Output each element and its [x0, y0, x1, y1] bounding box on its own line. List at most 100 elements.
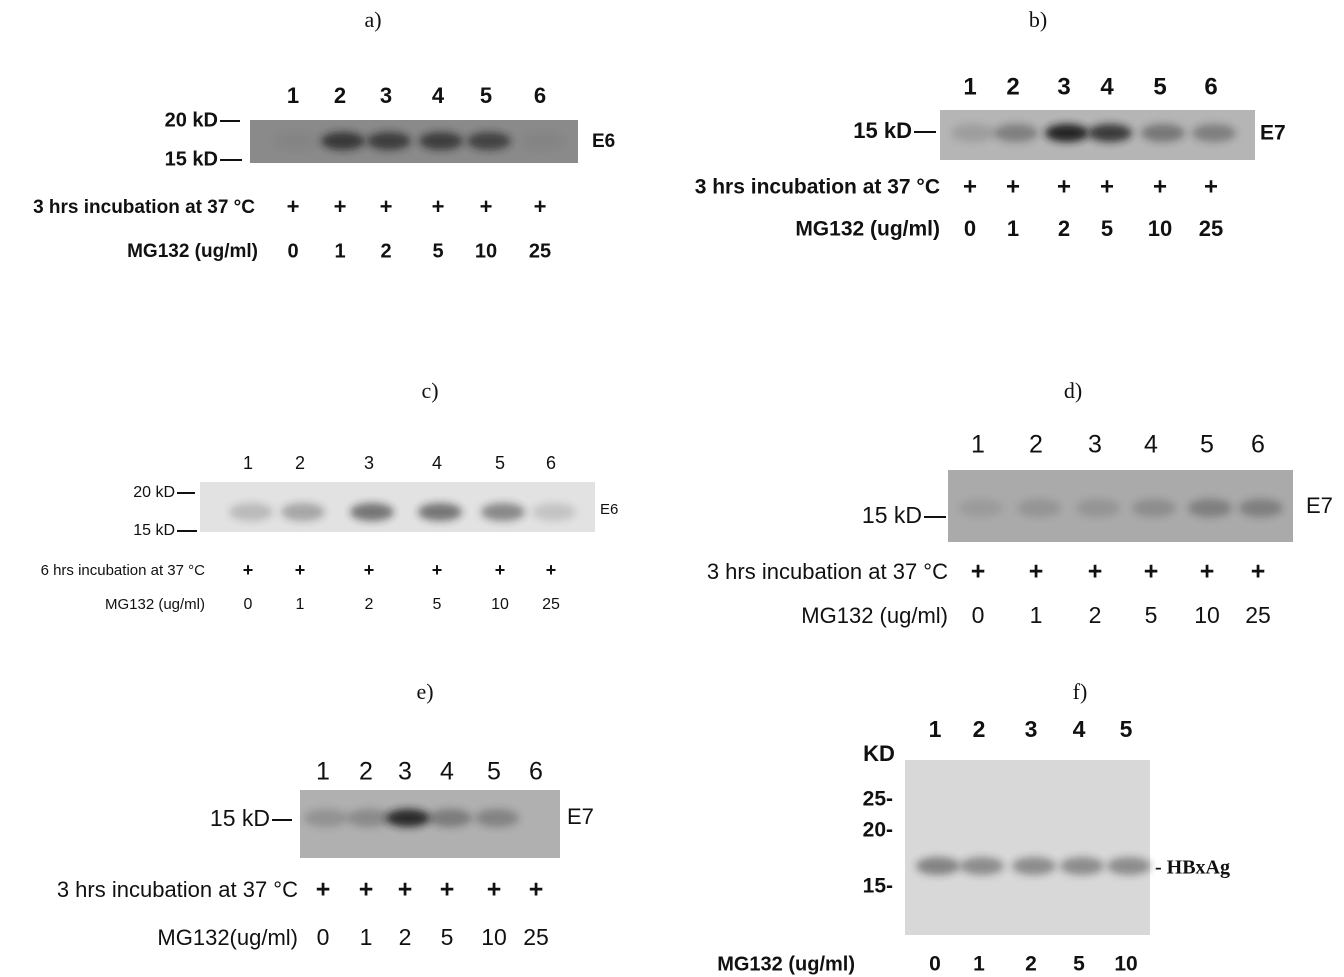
- dose: 1: [1030, 602, 1043, 628]
- lane-number: 1: [963, 73, 976, 100]
- lane-number: 2: [359, 758, 373, 786]
- lane-number: 2: [295, 453, 305, 473]
- lane-number: 4: [1100, 73, 1114, 100]
- dose: 0: [317, 924, 330, 950]
- dose: 0: [929, 953, 941, 976]
- plus-sign: +: [432, 560, 443, 580]
- plus-sign: +: [495, 560, 506, 580]
- dose: 2: [399, 924, 412, 950]
- marker-label: 20 kD: [133, 484, 175, 501]
- lane-number: 5: [480, 83, 492, 108]
- band: [960, 857, 1004, 875]
- band: [521, 132, 565, 150]
- plus-sign: +: [380, 194, 393, 219]
- plus-sign: +: [1088, 558, 1103, 586]
- dose: 10: [481, 924, 507, 950]
- dose: 0: [964, 216, 976, 241]
- protein-label: E7: [1260, 122, 1286, 145]
- treatment-label: MG132 (ug/ml): [127, 241, 258, 262]
- protein-label: E6: [592, 131, 615, 152]
- marker-label: 25-: [863, 788, 893, 811]
- treatment-label: MG132(ug/ml): [157, 925, 298, 950]
- plus-sign: +: [398, 876, 413, 904]
- dose: 1: [296, 596, 305, 613]
- band: [1188, 499, 1232, 517]
- plus-sign: +: [1204, 173, 1218, 200]
- plus-sign: +: [364, 560, 375, 580]
- panel-label: d): [1064, 378, 1082, 403]
- marker-label: 20-: [863, 819, 893, 842]
- plus-sign: +: [295, 560, 306, 580]
- band: [532, 503, 576, 521]
- dose: 10: [475, 240, 497, 262]
- band: [428, 809, 472, 827]
- dose: 5: [1073, 953, 1085, 976]
- lane-number: 6: [1204, 73, 1217, 100]
- plus-sign: +: [1100, 173, 1114, 200]
- lane-number: 5: [487, 758, 501, 786]
- band: [467, 132, 511, 150]
- plus-sign: +: [534, 194, 547, 219]
- marker-label: 20 kD: [165, 109, 218, 131]
- protein-label: E7: [1306, 493, 1333, 518]
- lane-number: 6: [546, 453, 556, 473]
- dose: 10: [1194, 602, 1220, 628]
- band: [1239, 499, 1283, 517]
- marker-label: 15 kD: [133, 522, 175, 539]
- lane-number: 6: [534, 83, 546, 108]
- dose: 10: [1114, 953, 1137, 976]
- incubation-label: 3 hrs incubation at 37 °C: [33, 197, 255, 218]
- dose: 1: [973, 953, 985, 976]
- band: [1017, 499, 1061, 517]
- plus-sign: +: [971, 558, 986, 586]
- band: [1012, 857, 1056, 875]
- lane-number: 3: [380, 83, 392, 108]
- dose: 10: [1148, 216, 1172, 241]
- lane-number: 4: [432, 453, 442, 473]
- dose: 1: [334, 240, 345, 262]
- dose: 0: [244, 596, 253, 613]
- lane-number: 6: [1251, 431, 1265, 459]
- band: [1192, 124, 1236, 142]
- lane-number: 5: [495, 453, 505, 473]
- lane-number: 6: [529, 758, 543, 786]
- lane-number: 4: [440, 758, 454, 786]
- dose: 25: [523, 924, 549, 950]
- band: [1060, 857, 1104, 875]
- plus-sign: +: [529, 876, 544, 904]
- panel-label: a): [364, 7, 381, 32]
- plus-sign: +: [963, 173, 977, 200]
- marker-label: 15 kD: [165, 148, 218, 170]
- band: [481, 503, 525, 521]
- plus-sign: +: [1029, 558, 1044, 586]
- dose: 5: [441, 924, 454, 950]
- band: [229, 503, 273, 521]
- dose: 0: [972, 602, 985, 628]
- marker-label: 15 kD: [210, 805, 270, 831]
- dose: 25: [542, 596, 560, 613]
- lane-number: 5: [1120, 716, 1133, 742]
- plus-sign: +: [1006, 173, 1020, 200]
- plus-sign: +: [1057, 173, 1071, 200]
- plus-sign: +: [243, 560, 254, 580]
- band: [350, 503, 394, 521]
- panel-label: b): [1029, 7, 1047, 32]
- dose: 1: [1007, 216, 1019, 241]
- plus-sign: +: [334, 194, 347, 219]
- dose: 5: [433, 596, 442, 613]
- dose: 25: [1199, 216, 1223, 241]
- plus-sign: +: [440, 876, 455, 904]
- band: [475, 809, 519, 827]
- dose: 5: [1145, 602, 1158, 628]
- band: [367, 132, 411, 150]
- lane-number: 1: [316, 758, 330, 786]
- dose: 2: [1025, 953, 1037, 976]
- unit-label: KD: [863, 741, 895, 766]
- dose: 25: [529, 240, 551, 262]
- marker-label: 15-: [863, 875, 893, 898]
- plus-sign: +: [480, 194, 493, 219]
